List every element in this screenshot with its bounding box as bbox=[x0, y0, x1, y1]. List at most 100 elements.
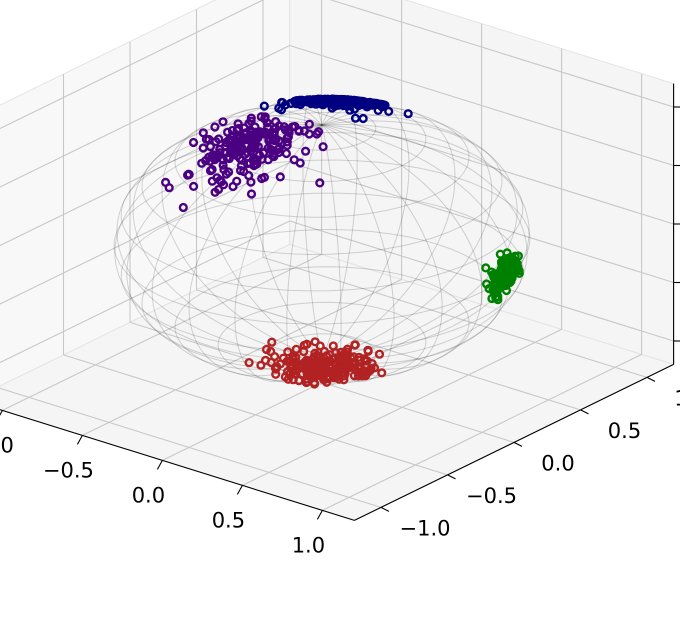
point-s0-797 bbox=[345, 105, 355, 115]
sphere-meridian-3 bbox=[321, 123, 530, 360]
point-s1-376 bbox=[198, 143, 208, 153]
point-s2-26 bbox=[283, 347, 293, 357]
point-s1-261 bbox=[282, 137, 292, 147]
point-s1-230 bbox=[318, 142, 328, 152]
sphere-meridian-21 bbox=[321, 124, 342, 386]
sphere-parallel-4 bbox=[141, 111, 503, 256]
y-tick-label-3: 0.5 bbox=[608, 419, 641, 443]
point-s3-667 bbox=[487, 267, 497, 277]
point-s0-794 bbox=[349, 104, 360, 114]
sphere-parallel-7 bbox=[120, 192, 524, 353]
point-s1-84 bbox=[315, 178, 325, 188]
point-s0-774 bbox=[362, 102, 372, 112]
y-tick-label-4: 1.0 bbox=[674, 386, 680, 410]
x-tick-mark-3 bbox=[236, 485, 243, 495]
grid-line-x-floor-4 bbox=[322, 353, 642, 511]
x-tick-label-1: −0.5 bbox=[43, 458, 94, 482]
point-s1-402 bbox=[218, 117, 228, 127]
point-s1-359 bbox=[279, 122, 289, 132]
point-s1-240 bbox=[219, 164, 229, 175]
point-s1-396 bbox=[246, 113, 256, 123]
point-s0-685 bbox=[259, 101, 269, 111]
grid-line-z-ywall-4 bbox=[329, 0, 674, 108]
point-s2-197 bbox=[271, 369, 281, 379]
point-s2-171 bbox=[244, 358, 254, 368]
point-s3-712 bbox=[481, 263, 491, 273]
sphere-parallel-3 bbox=[174, 100, 470, 218]
point-s2-163 bbox=[256, 360, 266, 370]
point-s3-669 bbox=[495, 249, 505, 259]
point-s2-19 bbox=[363, 346, 373, 356]
sphere-meridian-18 bbox=[188, 124, 323, 377]
point-s1-214 bbox=[301, 146, 311, 156]
point-s2-215 bbox=[339, 375, 349, 385]
y-tick-mark-2 bbox=[513, 441, 523, 447]
x-tick-mark-1 bbox=[76, 435, 83, 445]
point-s1-395 bbox=[188, 137, 199, 148]
x-tick-label-3: 0.5 bbox=[212, 508, 245, 532]
grid-line-z-xwall-3 bbox=[0, 45, 290, 188]
grid-line-z-xwall-4 bbox=[0, 0, 265, 130]
point-s2-204 bbox=[334, 374, 344, 384]
grid-line-y-floor-4 bbox=[262, 256, 648, 378]
point-s1-350 bbox=[290, 121, 300, 132]
y-tick-mark-1 bbox=[447, 474, 456, 480]
point-s1-356 bbox=[161, 177, 171, 188]
sphere-parallel-2 bbox=[217, 99, 427, 183]
point-s1-117 bbox=[246, 189, 257, 199]
y-tick-label-1: −0.5 bbox=[466, 484, 517, 508]
point-s1-394 bbox=[256, 112, 266, 122]
point-s1-191 bbox=[213, 184, 224, 195]
point-s2-254 bbox=[301, 377, 312, 388]
axis-panes bbox=[0, 0, 675, 521]
grid-line-x-floor-3 bbox=[242, 328, 562, 486]
point-s0-796 bbox=[327, 103, 337, 113]
y-tick-mark-4 bbox=[646, 376, 656, 382]
x-tick-mark-4 bbox=[316, 510, 323, 520]
point-s1-141 bbox=[275, 172, 285, 182]
point-s1-371 bbox=[263, 122, 273, 132]
x-tick-label-2: 0.0 bbox=[132, 483, 165, 507]
y-tick-label-2: 0.0 bbox=[541, 451, 574, 475]
x-tick-mark-0 bbox=[0, 410, 3, 416]
point-s0-772 bbox=[384, 106, 394, 117]
point-s0-780 bbox=[295, 99, 306, 110]
point-s0-799 bbox=[350, 113, 361, 123]
point-s2-187 bbox=[349, 371, 360, 381]
point-s1-397 bbox=[198, 128, 208, 138]
point-s0-783 bbox=[373, 105, 383, 116]
sphere-parallel-6 bbox=[113, 159, 531, 325]
point-s1-208 bbox=[235, 165, 246, 176]
point-s1-304 bbox=[183, 169, 194, 179]
point-s1-392 bbox=[260, 112, 270, 122]
point-s1-336 bbox=[269, 128, 279, 138]
sphere-meridian-2 bbox=[321, 124, 528, 361]
sphere-parallel-1 bbox=[267, 107, 377, 151]
y-tick-mark-0 bbox=[380, 506, 390, 512]
point-s3-649 bbox=[482, 279, 492, 289]
point-s1-296 bbox=[313, 127, 324, 137]
axis-grid bbox=[0, 0, 674, 511]
data-points bbox=[161, 94, 524, 389]
grid-line-z-ywall-2 bbox=[289, 103, 674, 225]
point-s1-184 bbox=[232, 176, 242, 186]
point-s1-354 bbox=[304, 119, 315, 129]
x-tick-mark-2 bbox=[156, 460, 163, 470]
point-s1-328 bbox=[208, 150, 218, 160]
point-s2-199 bbox=[360, 371, 371, 381]
point-s2-5 bbox=[350, 340, 360, 350]
point-s2-106 bbox=[345, 362, 355, 373]
point-s2-201 bbox=[377, 368, 387, 378]
sphere-meridian-22 bbox=[321, 124, 395, 382]
point-s0-790 bbox=[318, 100, 328, 110]
point-s2-13 bbox=[267, 337, 277, 347]
point-s1-399 bbox=[210, 122, 220, 132]
point-s2-269 bbox=[309, 379, 320, 389]
point-s1-193 bbox=[289, 155, 299, 165]
point-s0-708 bbox=[403, 109, 413, 119]
point-s2-3 bbox=[315, 341, 325, 351]
point-s0-795 bbox=[276, 105, 287, 115]
x-tick-label-0: −1.0 bbox=[0, 433, 14, 457]
